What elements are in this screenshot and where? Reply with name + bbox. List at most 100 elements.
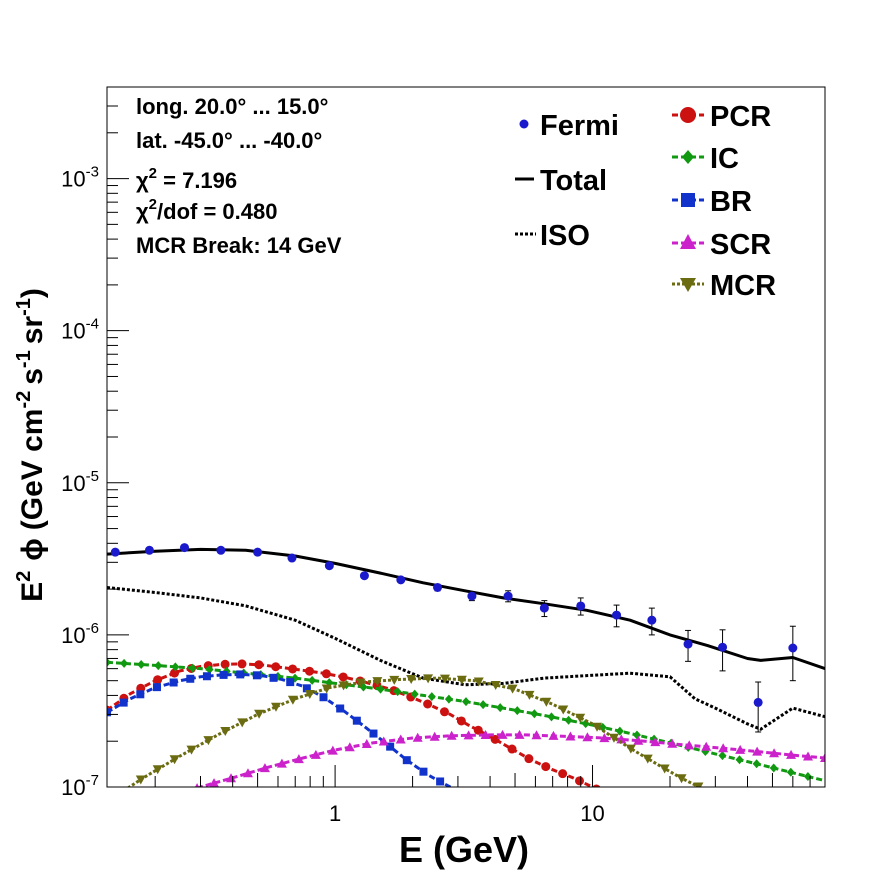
y-tick-exponent: -7	[86, 772, 99, 789]
series-br-marker	[236, 670, 245, 679]
series-pcr-marker	[592, 784, 601, 787]
x-axis-ticks	[154, 765, 826, 787]
series-scr-marker	[446, 730, 457, 740]
series-ic-marker	[120, 658, 129, 668]
series-scr-marker	[633, 735, 644, 745]
series-scr-marker	[701, 741, 712, 751]
series-pcr-marker	[490, 734, 500, 744]
series-br-marker	[386, 742, 395, 751]
y-title-sr-exp: -1	[13, 298, 35, 316]
series-pcr-marker	[220, 659, 230, 669]
legend-entry-iso: ISO	[515, 220, 590, 252]
legend: Fermi Total ISO PCR IC BR SCR	[515, 101, 776, 302]
series-ic-marker	[496, 703, 505, 713]
series-mcr-marker	[135, 775, 146, 785]
legend-mcr-label: MCR	[710, 270, 776, 302]
info-mcr-break: MCR Break: 14 GeV	[136, 233, 342, 258]
legend-pcr-marker	[680, 107, 696, 123]
y-tick-base: 10	[61, 319, 85, 344]
series-pcr-marker	[524, 754, 534, 764]
series-pcr-marker	[170, 668, 180, 678]
series-mcr-marker	[338, 681, 349, 691]
series-scr	[194, 729, 825, 787]
fermi-marker	[503, 591, 513, 601]
series-pcr-marker	[305, 666, 315, 676]
y-title-gev-cm: (GeV cm	[16, 409, 49, 531]
y-title-e: E	[16, 582, 49, 602]
series-mcr-marker	[490, 681, 501, 691]
fermi-point	[647, 607, 657, 636]
fermi-marker	[216, 545, 226, 555]
series-mcr-marker	[693, 782, 704, 787]
series-pcr-marker	[338, 672, 348, 682]
series-pcr-marker	[456, 716, 466, 726]
fermi-point	[324, 561, 334, 571]
series-br-marker	[119, 698, 128, 707]
series-scr-marker	[718, 743, 729, 753]
series-ic-marker	[530, 709, 539, 719]
fermi-point	[144, 545, 154, 555]
series-mcr-marker	[321, 684, 332, 694]
series-scr-marker	[599, 733, 610, 743]
y-tick-exponent: -6	[86, 620, 99, 637]
legend-fermi-label: Fermi	[540, 110, 619, 142]
fermi-marker	[467, 591, 477, 601]
series-ic-marker	[410, 689, 419, 699]
fermi-marker	[433, 582, 443, 592]
series-pcr-marker	[153, 675, 163, 685]
series-br-marker	[169, 678, 178, 687]
series-ic-marker	[513, 706, 522, 716]
series-br-marker	[419, 767, 428, 776]
y-tick-label: 10-6	[61, 620, 99, 648]
y-title-close: )	[16, 288, 49, 298]
series-pcr-marker	[423, 699, 433, 709]
legend-scr-label: SCR	[710, 229, 771, 261]
fermi-marker	[539, 603, 549, 613]
series-pcr-marker	[288, 664, 298, 674]
series-scr-marker	[209, 778, 219, 787]
series-ic-marker	[137, 660, 146, 670]
y-tick-base: 10	[61, 471, 85, 496]
legend-entry-ic: IC	[672, 143, 739, 175]
legend-fermi-marker	[519, 119, 529, 129]
x-axis-title: E (GeV)	[399, 829, 529, 870]
fermi-marker	[788, 643, 798, 653]
series-scr-marker	[276, 758, 287, 768]
series-scr-marker	[378, 736, 389, 746]
series-br-marker	[152, 683, 161, 692]
series-scr-marker	[735, 744, 746, 754]
series-scr-marker	[684, 740, 695, 750]
series-br-marker	[252, 671, 261, 680]
series-mcr	[118, 674, 704, 787]
series-scr-marker	[395, 734, 406, 744]
legend-entry-fermi: Fermi	[519, 110, 619, 142]
series-mcr-marker	[254, 709, 265, 719]
y-tick-label: 10-4	[61, 316, 99, 344]
series-iso-line	[107, 586, 825, 731]
series-ic-marker	[564, 715, 573, 725]
info-longitude: long. 20.0° ... 15.0°	[136, 94, 328, 119]
legend-entry-total: Total	[515, 165, 607, 197]
series-mcr-marker	[152, 765, 163, 775]
series-scr-marker	[565, 731, 576, 741]
fermi-marker	[287, 553, 297, 563]
series-mcr-marker	[676, 774, 687, 784]
series-br-marker	[136, 690, 145, 699]
series-scr-marker	[497, 729, 508, 739]
y-axis-ticks	[107, 86, 129, 788]
series-scr-marker	[242, 768, 253, 778]
info-chi2-dof: χ2/dof = 0.480	[136, 196, 277, 224]
series-mcr-marker	[304, 690, 315, 700]
fermi-point	[503, 590, 513, 603]
y-tick-base: 10	[61, 167, 85, 192]
series-pcr-marker	[541, 762, 551, 772]
series-pcr-marker	[558, 769, 568, 779]
series-scr-marker	[769, 748, 780, 758]
series-scr-marker	[344, 742, 355, 752]
fermi-marker	[359, 571, 369, 581]
fermi-point	[433, 582, 443, 592]
y-tick-exponent: -4	[86, 316, 99, 333]
series-ic-marker	[769, 763, 778, 773]
legend-entry-br: BR	[672, 186, 752, 218]
